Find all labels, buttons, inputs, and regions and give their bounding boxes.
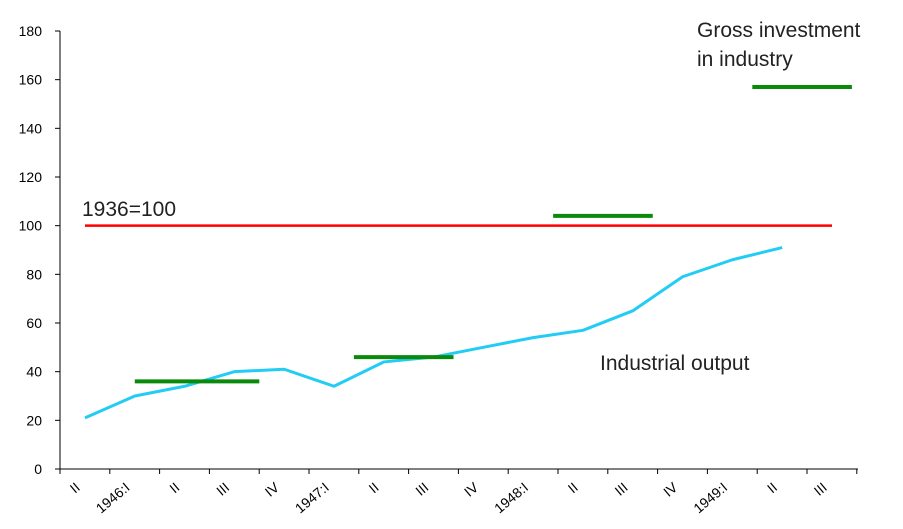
x-tick-label: 1946:I — [93, 479, 133, 516]
y-tick-label: 60 — [26, 315, 42, 331]
x-tick-label: II — [166, 479, 182, 496]
x-tick-label: II — [764, 479, 780, 496]
y-tick-label: 40 — [26, 364, 42, 380]
y-axis-ticks: 0 20 40 60 80 100 120 140 160 180 — [19, 23, 60, 477]
x-tick-label: IV — [461, 479, 482, 500]
y-tick-label: 20 — [26, 412, 42, 428]
reference-label: 1936=100 — [82, 198, 176, 221]
y-tick-label: 80 — [26, 266, 42, 282]
x-tick-label: III — [412, 479, 431, 499]
x-tick-label: III — [612, 479, 631, 499]
plot-area — [84, 84, 852, 420]
x-tick-label: II — [365, 479, 381, 496]
x-tick-label: IV — [660, 479, 681, 500]
x-tick-label: 1948:I — [491, 479, 531, 516]
x-tick-label: III — [213, 479, 232, 499]
industrial-output-line — [84, 246, 783, 420]
x-axis-ticks: II 1946:I II III IV 1947:I II III IV 1948:I II III I… — [59, 469, 858, 516]
x-tick-label: 1947:I — [292, 479, 332, 516]
x-tick-label: IV — [262, 479, 283, 500]
investment-label-line2: in industry — [697, 48, 793, 71]
x-tick-label: II — [67, 479, 83, 496]
x-tick-label: II — [565, 479, 581, 496]
y-tick-label: 100 — [19, 218, 43, 234]
x-tick-label: III — [811, 479, 830, 499]
y-tick-label: 120 — [19, 169, 43, 185]
annotations: 1936=100 Gross investment in industry In… — [82, 19, 861, 375]
output-label: Industrial output — [600, 352, 750, 375]
y-tick-label: 0 — [34, 461, 42, 477]
y-tick-label: 180 — [19, 23, 43, 39]
x-tick-label: 1949:I — [690, 479, 730, 516]
y-tick-label: 160 — [19, 72, 43, 88]
y-tick-label: 140 — [19, 120, 43, 136]
investment-label-line1: Gross investment — [697, 19, 861, 42]
axes — [59, 31, 858, 470]
